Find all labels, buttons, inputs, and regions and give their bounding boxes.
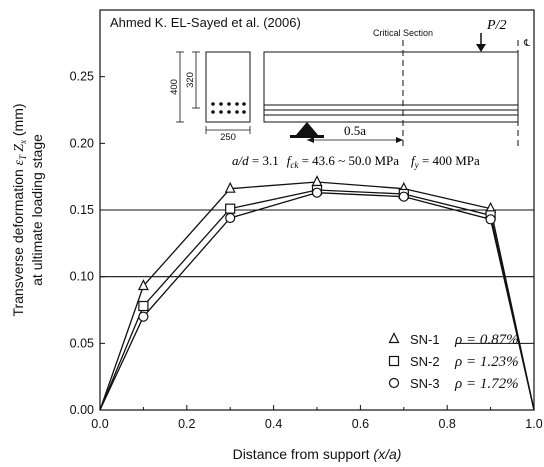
x-tick-label-4: 0.8 xyxy=(439,417,456,431)
dim-320-label: 320 xyxy=(185,72,196,88)
legend-label-sn-3: SN-3 xyxy=(410,376,440,391)
legend-marker-sn-3 xyxy=(390,379,399,388)
parameters-text: a/d = 3.1 fck = 43.6 ~ 50.0 MPa fy = 400 M… xyxy=(232,153,480,170)
x-tick-label-2: 0.4 xyxy=(265,417,282,431)
critical-section-label: Critical Section xyxy=(373,28,433,38)
dim-250-label: 250 xyxy=(220,132,236,143)
y-tick-label-3: 0.15 xyxy=(70,203,94,217)
grid-lines xyxy=(100,210,534,343)
legend-rho-sn-2: ρ = 1.23% xyxy=(454,354,519,370)
point-sn-3-2 xyxy=(226,214,235,223)
legend-marker-sn-2 xyxy=(390,357,399,366)
point-sn-1-2 xyxy=(226,183,235,192)
legend: SN-1 ρ = 0.87% SN-2 ρ = 1.23% SN-3 ρ = 1.72% xyxy=(390,332,519,392)
y-tick-label-0: 0.00 xyxy=(70,403,94,417)
legend-rho-sn-1: ρ = 0.87% xyxy=(454,332,519,348)
point-sn-3-3 xyxy=(313,188,322,197)
legend-rho-sn-3: ρ = 1.72% xyxy=(454,376,519,392)
y-tick-label-4: 0.20 xyxy=(70,136,94,150)
point-sn-3-1 xyxy=(139,312,148,321)
point-sn-2-2 xyxy=(226,204,235,213)
centerline-symbol: ℄ xyxy=(523,38,531,49)
x-tick-label-1: 0.2 xyxy=(178,417,195,431)
legend-label-sn-1: SN-1 xyxy=(410,332,440,347)
half-a-label: 0.5a xyxy=(344,123,366,138)
y-axis-label-line1: Transverse deformation εTZx (mm) xyxy=(10,103,28,316)
legend-marker-sn-1 xyxy=(390,334,399,343)
beam-outline xyxy=(264,52,518,122)
legend-label-sn-2: SN-2 xyxy=(410,354,440,369)
y-tick-label-1: 0.05 xyxy=(70,336,94,350)
x-axis-label: Distance from support (x/a) xyxy=(233,446,402,462)
load-arrow-icon xyxy=(476,44,486,52)
dim-400-label: 400 xyxy=(169,79,180,95)
x-tick-label-0: 0.0 xyxy=(91,417,108,431)
support-icon xyxy=(296,122,318,135)
y-tick-label-2: 0.10 xyxy=(70,270,94,284)
point-sn-1-3 xyxy=(313,177,322,186)
point-sn-2-1 xyxy=(139,302,148,311)
x-tick-label-5: 1.0 xyxy=(525,417,542,431)
x-tick-label-3: 0.6 xyxy=(352,417,369,431)
y-axis-label-line2: at ultimate loading stage xyxy=(29,134,45,286)
series-group xyxy=(100,177,534,411)
point-sn-3-5 xyxy=(486,215,495,224)
inset-cross-section: 400 320 250 xyxy=(169,52,250,143)
point-sn-3-4 xyxy=(399,192,408,201)
y-tick-label-5: 0.25 xyxy=(70,70,94,84)
load-label: P/2 xyxy=(486,18,506,33)
annotation-title: Ahmed K. EL-Sayed et al. (2006) xyxy=(110,15,301,30)
inset-beam: Critical Section ℄ P/2 0.5a a/d = 3.1 fck… xyxy=(232,18,531,170)
